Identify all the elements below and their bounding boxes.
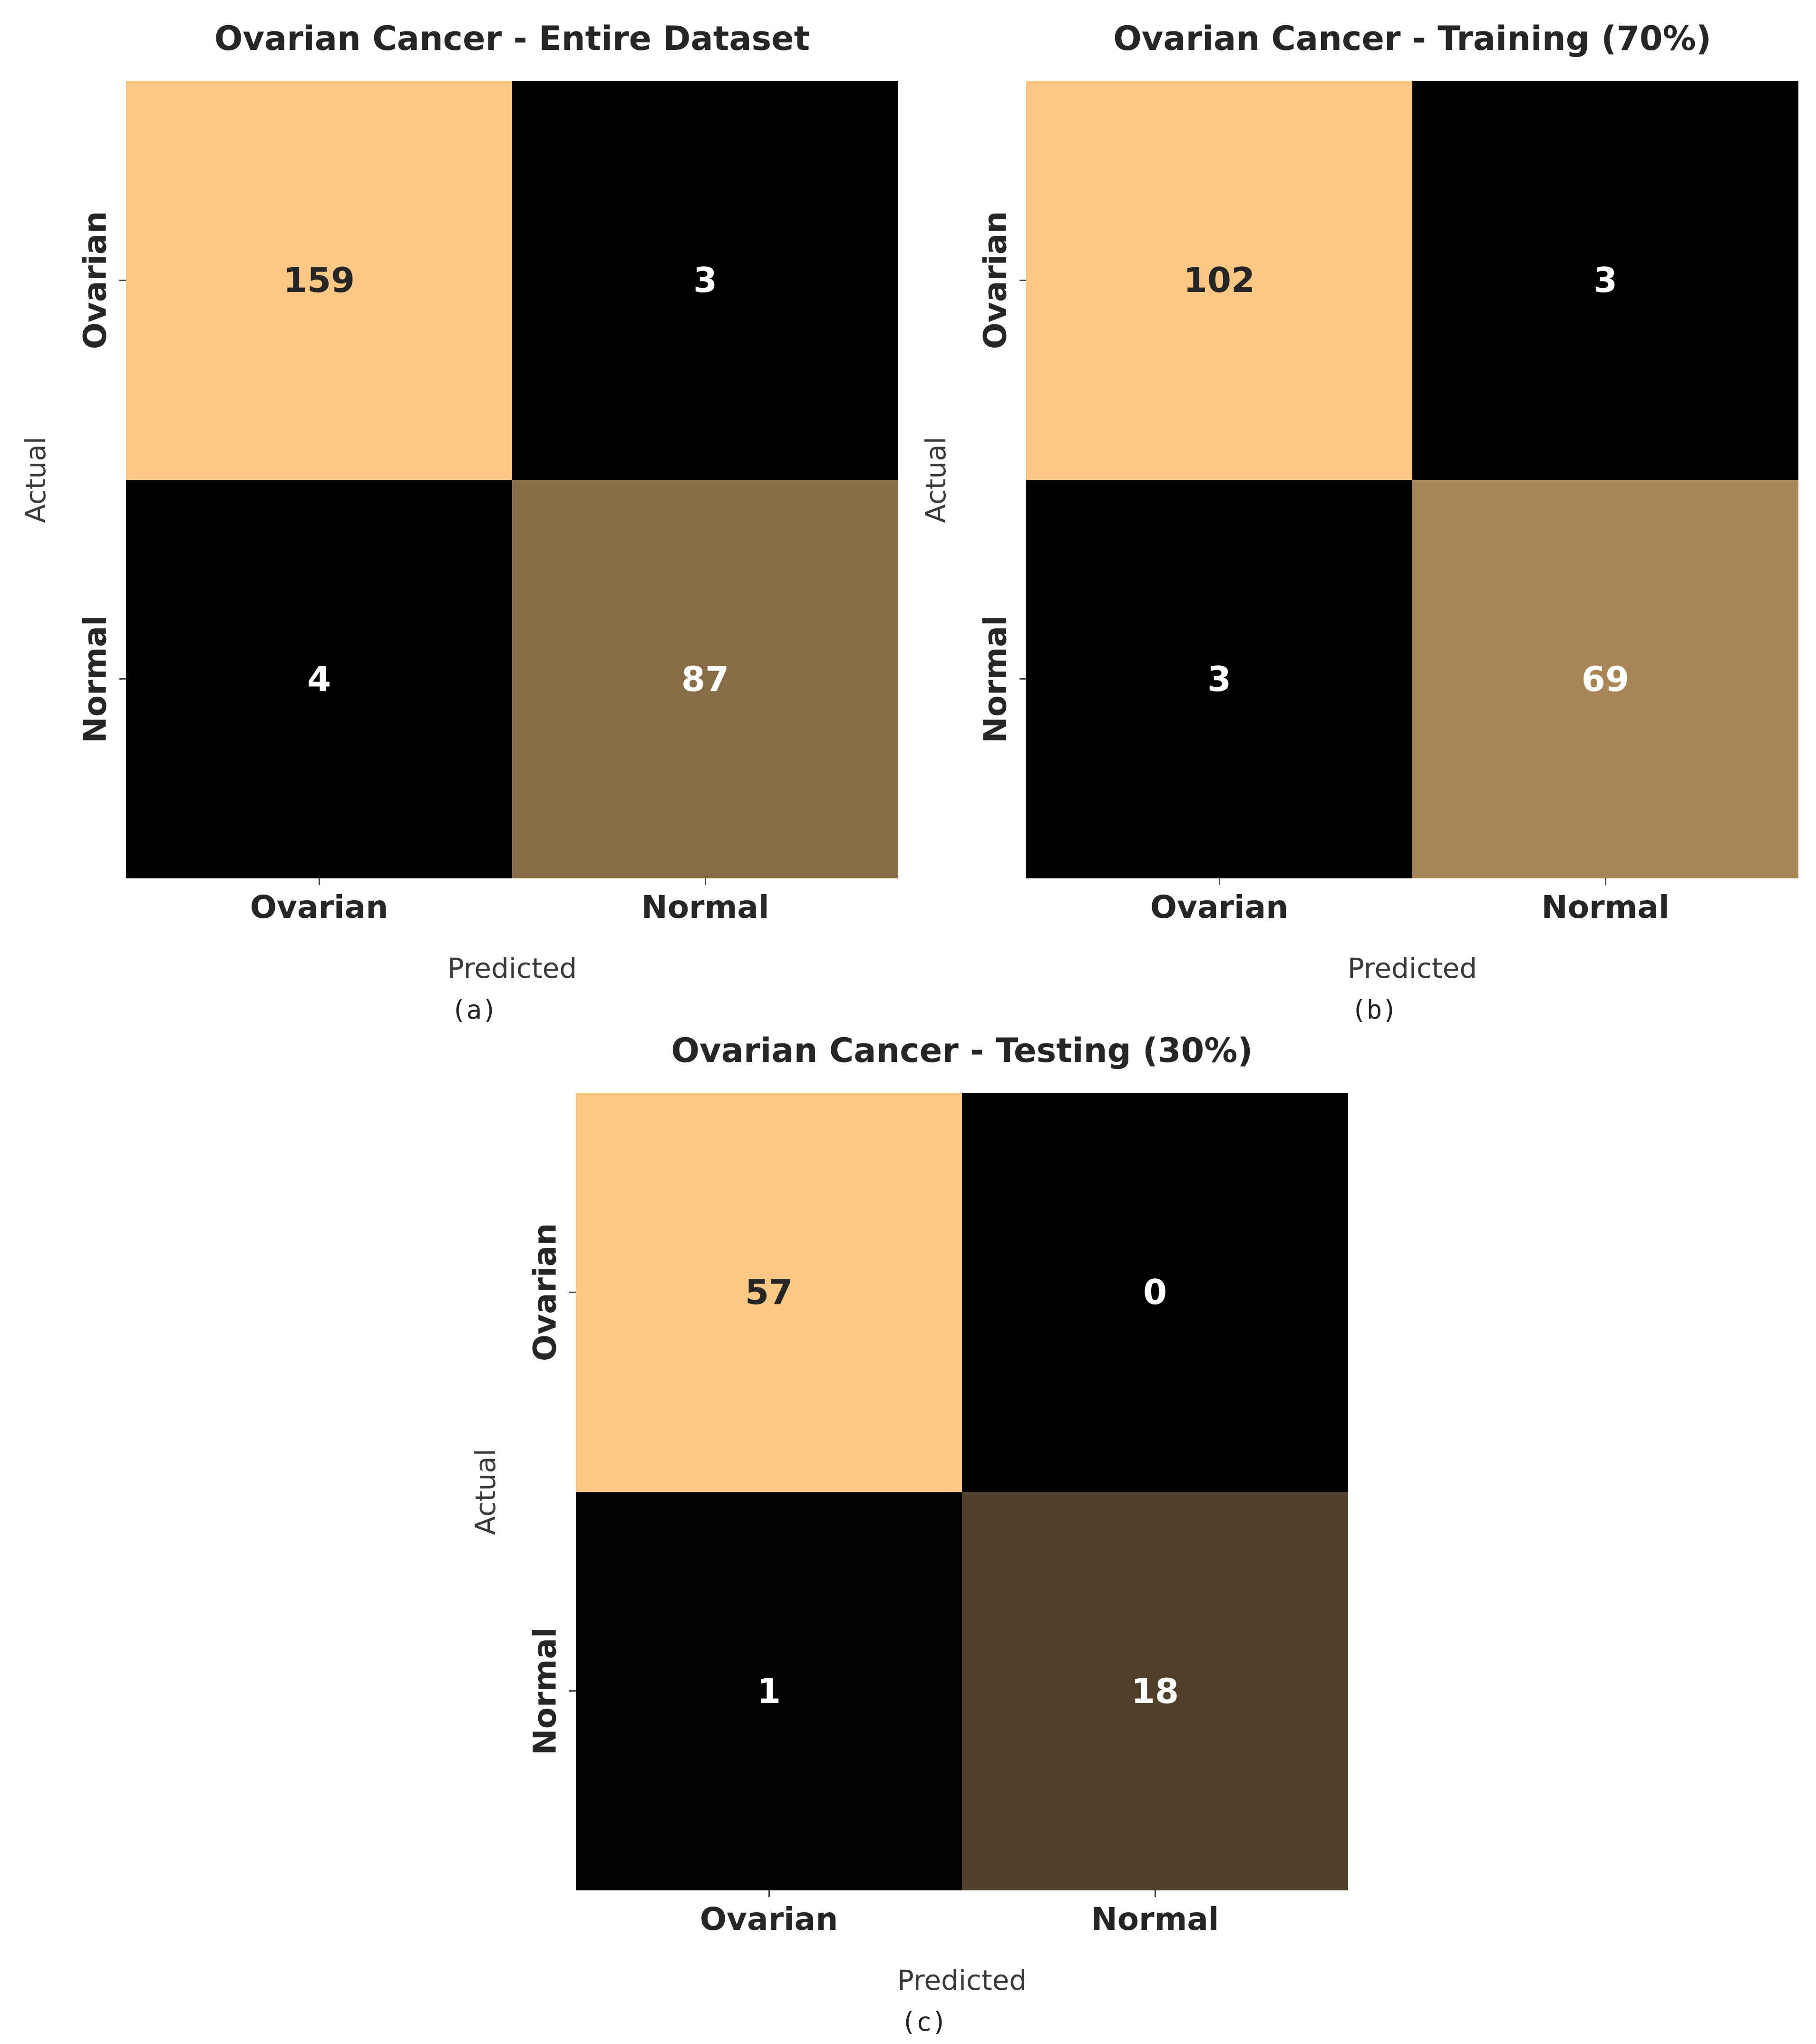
y-axis-label: Actual — [469, 1448, 502, 1535]
cell-value-label: 1 — [757, 1671, 781, 1711]
heatmap-cell: 102 — [1026, 81, 1412, 480]
x-tick-label: Normal — [1541, 889, 1670, 925]
x-tick-mark — [1154, 1890, 1156, 1897]
confusion-matrix-panel: Ovarian Cancer - Testing (30%) 57 0 1 18 Ovar… — [450, 1012, 1366, 2044]
cell-value-label: 3 — [693, 260, 718, 301]
y-tick-label: Normal — [77, 615, 114, 743]
cell-value-label: 69 — [1581, 659, 1630, 699]
y-axis-label: Actual — [920, 436, 952, 523]
x-tick-label: Ovarian — [1150, 889, 1289, 925]
chart-title: Ovarian Cancer - Testing (30%) — [671, 1031, 1253, 1070]
y-tick-label: Normal — [526, 1627, 563, 1755]
y-tick-mark — [119, 279, 126, 281]
x-axis-label: Predicted — [897, 1964, 1027, 1996]
cell-value-label: 3 — [1207, 659, 1232, 699]
x-tick-label: Ovarian — [699, 1901, 838, 1937]
heatmap-cell: 3 — [1412, 81, 1798, 480]
y-tick-mark — [1020, 279, 1026, 281]
x-tick-label: Normal — [641, 889, 769, 925]
x-tick-label: Ovarian — [250, 889, 388, 925]
heatmap-cell: 87 — [512, 479, 898, 878]
subfigure-caption: (a) — [451, 995, 497, 1025]
heatmap-cell: 159 — [126, 81, 512, 480]
heatmap-cell: 3 — [1026, 479, 1412, 878]
x-tick-mark — [1604, 878, 1606, 885]
heatmap-grid: 102 3 3 69 — [1026, 81, 1798, 878]
heatmap-grid: 159 3 4 87 — [126, 81, 898, 878]
heatmap-cell: 69 — [1412, 479, 1798, 878]
x-axis-label: Predicted — [1347, 952, 1477, 984]
y-tick-label: Ovarian — [977, 211, 1014, 350]
cell-value-label: 4 — [307, 659, 331, 699]
heatmap-grid: 57 0 1 18 — [576, 1093, 1348, 1890]
cell-value-label: 57 — [745, 1272, 793, 1313]
y-tick-label: Ovarian — [77, 211, 114, 350]
heatmap-cell: 57 — [576, 1093, 962, 1492]
x-tick-label: Normal — [1091, 1901, 1219, 1937]
heatmap-cell: 3 — [512, 81, 898, 480]
chart-title: Ovarian Cancer - Training (70%) — [1113, 19, 1711, 58]
cell-value-label: 102 — [1183, 260, 1255, 301]
heatmap-cell: 1 — [576, 1491, 962, 1890]
x-tick-mark — [704, 878, 706, 885]
cell-value-label: 87 — [681, 659, 729, 699]
cell-value-label: 3 — [1593, 260, 1618, 301]
x-tick-mark — [318, 878, 320, 885]
y-axis-label: Actual — [19, 436, 52, 523]
subfigure-caption: (c) — [901, 2007, 947, 2037]
cell-value-label: 159 — [283, 260, 355, 301]
x-tick-mark — [1218, 878, 1220, 885]
y-tick-mark — [1020, 678, 1026, 680]
heatmap-cell: 4 — [126, 479, 512, 878]
y-tick-label: Ovarian — [526, 1223, 563, 1362]
subfigure-caption: (b) — [1351, 995, 1398, 1025]
x-axis-label: Predicted — [447, 952, 577, 984]
x-tick-mark — [768, 1890, 770, 1897]
cell-value-label: 0 — [1143, 1272, 1167, 1313]
heatmap-cell: 0 — [962, 1093, 1348, 1492]
cell-value-label: 18 — [1131, 1671, 1179, 1711]
heatmap-cell: 18 — [962, 1491, 1348, 1890]
confusion-matrix-panel: Ovarian Cancer - Training (70%) 102 3 3 69 Ov… — [900, 0, 1816, 1032]
y-tick-mark — [569, 1690, 576, 1692]
confusion-matrix-panel: Ovarian Cancer - Entire Dataset 159 3 4 87 Ov… — [0, 0, 916, 1032]
y-tick-mark — [119, 678, 126, 680]
y-tick-label: Normal — [977, 615, 1014, 743]
y-tick-mark — [569, 1291, 576, 1293]
chart-title: Ovarian Cancer - Entire Dataset — [214, 19, 810, 58]
